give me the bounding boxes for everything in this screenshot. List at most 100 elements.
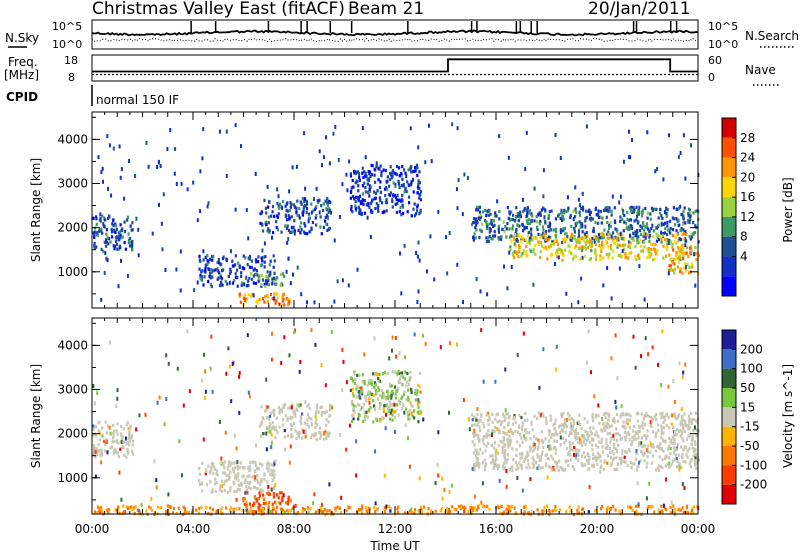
echo-cell <box>387 409 390 413</box>
echo-cell <box>94 474 97 479</box>
echo-cell <box>402 375 405 379</box>
echo-cell <box>519 463 522 467</box>
echo-cell <box>688 219 691 224</box>
echo-cell <box>697 458 700 462</box>
echo-cell <box>649 233 652 237</box>
echo-cell <box>112 449 116 453</box>
echo-cell <box>579 203 581 208</box>
echo-cell <box>570 238 573 242</box>
echo-cell <box>482 424 486 429</box>
echo-cell <box>572 209 575 213</box>
echo-cell <box>373 381 377 385</box>
echo-cell <box>684 460 687 464</box>
echo-cell <box>678 462 681 466</box>
echo-cell <box>508 434 511 438</box>
echo-cell <box>277 212 280 216</box>
echo-cell <box>128 443 131 447</box>
echo-cell <box>507 429 510 433</box>
echo-cell <box>301 412 304 416</box>
colorbar-swatch <box>722 407 736 427</box>
echo-cell <box>239 483 242 487</box>
echo-cell <box>218 271 221 275</box>
echo-cell <box>319 436 322 440</box>
echo-cell <box>304 400 307 405</box>
echo-cell <box>672 414 675 418</box>
echo-cell <box>621 207 624 211</box>
echo-cell <box>169 504 172 509</box>
echo-cell <box>384 200 388 204</box>
echo-cell <box>694 245 697 250</box>
echo-cell <box>633 462 636 466</box>
echo-cell <box>219 273 222 277</box>
echo-cell <box>662 431 665 435</box>
echo-cell <box>255 499 258 503</box>
echo-cell <box>382 391 385 395</box>
echo-cell <box>99 212 102 217</box>
echo-cell <box>375 390 378 394</box>
echo-cell <box>430 159 433 164</box>
echo-cell <box>253 495 256 499</box>
echo-cell <box>269 272 272 276</box>
echo-cell <box>370 208 373 212</box>
echo-cell <box>679 228 682 232</box>
echo-cell <box>261 278 264 282</box>
echo-cell <box>365 509 368 513</box>
echo-cell <box>144 412 147 417</box>
echo-cell <box>561 258 564 262</box>
echo-cell <box>206 204 209 209</box>
echo-cell <box>489 454 492 458</box>
echo-cell <box>378 406 381 410</box>
echo-cell <box>156 165 159 169</box>
echo-cell <box>211 389 214 394</box>
echo-cell <box>522 210 525 214</box>
echo-cell <box>667 461 670 465</box>
echo-cell <box>539 250 542 254</box>
echo-cell <box>257 502 260 506</box>
echo-cell <box>548 465 551 469</box>
echo-cell <box>581 245 584 249</box>
echo-cell <box>678 467 681 472</box>
echo-cell <box>368 400 371 405</box>
echo-cell <box>591 217 594 221</box>
echo-cell <box>229 271 232 275</box>
echo-cell <box>271 469 274 473</box>
echo-cell <box>275 416 278 420</box>
echo-cell <box>497 237 500 241</box>
echo-cell <box>265 447 268 452</box>
echo-cell <box>350 205 353 209</box>
colorbar-swatch <box>722 426 736 446</box>
echo-cell <box>586 453 589 457</box>
echo-cell <box>587 329 590 334</box>
echo-cell <box>374 408 377 412</box>
echo-cell <box>474 448 477 452</box>
echo-cell <box>682 228 685 232</box>
echo-cell <box>363 382 366 386</box>
echo-cell <box>578 413 581 417</box>
echo-cell <box>272 265 275 269</box>
echo-cell <box>245 275 248 280</box>
echo-cell <box>299 360 302 364</box>
echo-cell <box>306 207 309 211</box>
echo-cell <box>583 434 586 438</box>
echo-cell <box>350 186 353 190</box>
echo-cell <box>322 225 325 229</box>
echo-cell <box>549 465 552 470</box>
echo-cell <box>486 226 489 231</box>
echo-cell <box>503 452 506 456</box>
echo-cell <box>373 173 376 177</box>
echo-cell <box>677 260 680 264</box>
echo-cell <box>212 255 215 259</box>
echo-cell <box>687 434 690 439</box>
echo-cell <box>234 123 237 128</box>
echo-cell <box>370 163 373 167</box>
echo-cell <box>329 200 332 204</box>
echo-cell <box>281 423 284 427</box>
echo-cell <box>638 441 641 445</box>
echo-cell <box>608 232 612 236</box>
echo-cell <box>650 416 653 420</box>
echo-cell <box>494 441 497 445</box>
echo-cell <box>494 464 497 468</box>
echo-cell <box>605 215 608 219</box>
echo-cell <box>101 166 104 171</box>
echo-cell <box>123 196 126 201</box>
